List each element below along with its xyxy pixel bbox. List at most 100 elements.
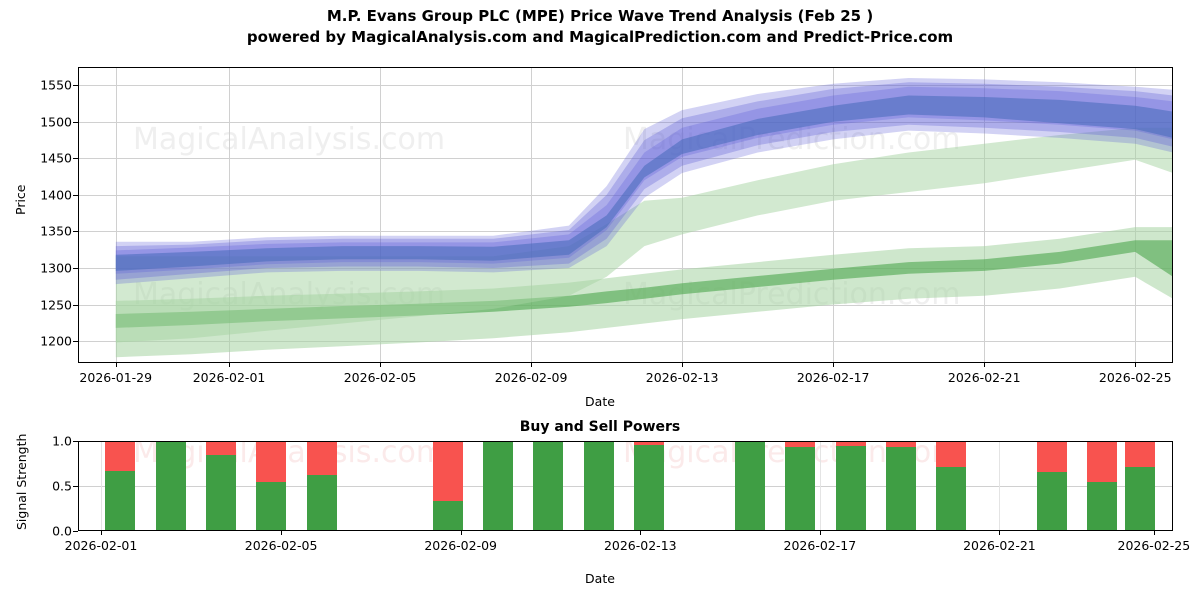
gridline-vertical <box>229 67 231 363</box>
upper-plot-frame <box>78 67 1173 363</box>
y-axis-tick-label: 1.0 <box>52 433 72 449</box>
y-axis-tick <box>73 341 78 343</box>
signal-bar[interactable] <box>306 441 337 531</box>
x-axis-tick <box>682 363 684 367</box>
buy-power-segment <box>785 447 816 531</box>
upper-y-axis-label: Price <box>13 184 28 216</box>
x-axis-tick-label: 2026-02-21 <box>963 538 1036 553</box>
sell-power-segment <box>432 441 463 502</box>
x-axis-tick-label: 2026-02-05 <box>244 538 318 553</box>
buy-power-segment <box>936 467 967 531</box>
signal-bar[interactable] <box>155 441 186 531</box>
sell-power-segment <box>1087 441 1118 482</box>
sell-power-segment <box>835 441 866 446</box>
x-axis-tick <box>531 363 533 367</box>
y-axis-tick-label: 0.0 <box>52 523 72 539</box>
signal-bar[interactable] <box>785 441 816 531</box>
x-axis-tick-label: 2026-02-09 <box>494 370 568 385</box>
gridline-vertical <box>819 441 821 531</box>
signal-bar[interactable] <box>205 441 236 531</box>
x-axis-tick-label: 2026-01-29 <box>79 370 153 385</box>
x-axis-tick-label: 2026-02-01 <box>64 538 138 553</box>
x-axis-tick-label: 2026-02-13 <box>603 538 677 553</box>
signal-bar[interactable] <box>533 441 564 531</box>
y-axis-tick-label: 1500 <box>40 114 72 130</box>
gridline-horizontal <box>78 121 1173 123</box>
buy-power-segment <box>205 455 236 531</box>
x-axis-tick <box>229 363 231 367</box>
gridline-vertical <box>999 441 1001 531</box>
price-band-layer <box>115 78 1173 358</box>
y-axis-tick-label: 1250 <box>40 297 72 313</box>
sell-power-segment <box>634 441 665 445</box>
y-axis-tick <box>73 441 78 442</box>
y-axis-tick-label: 1200 <box>40 333 72 349</box>
x-axis-tick-label: 2026-02-17 <box>783 538 857 553</box>
x-axis-tick-label: 2026-02-05 <box>343 370 417 385</box>
x-axis-tick <box>100 531 102 535</box>
buy-sell-plot-area: MagicalAnalysis.com MagicalPrediction.co… <box>78 441 1173 531</box>
signal-bar[interactable] <box>634 441 665 531</box>
x-axis-tick <box>819 531 821 535</box>
page-subtitle: powered by MagicalAnalysis.com and Magic… <box>246 28 954 46</box>
sell-power-segment <box>785 441 816 448</box>
signal-bar[interactable] <box>734 441 765 531</box>
buy-power-segment <box>1125 467 1156 531</box>
x-axis-tick-label: 2026-02-09 <box>424 538 498 553</box>
signal-bar[interactable] <box>1037 441 1067 531</box>
y-axis-tick <box>73 85 78 87</box>
sell-power-segment <box>936 441 967 468</box>
signal-bar[interactable] <box>256 441 287 531</box>
y-axis-tick-label: 1450 <box>40 150 72 166</box>
buy-power-segment <box>482 441 513 531</box>
buy-power-segment <box>1037 471 1067 531</box>
signal-bar[interactable] <box>1125 441 1156 531</box>
lower-x-axis-label: Date <box>585 571 615 586</box>
y-axis-tick-label: 1550 <box>40 77 72 93</box>
upper-x-axis-label: Date <box>585 394 615 409</box>
x-axis-tick <box>1153 531 1155 535</box>
buy-power-segment <box>256 481 287 531</box>
signal-bar[interactable] <box>105 441 136 531</box>
buy-power-segment <box>432 501 463 531</box>
lower-plot-frame <box>78 441 1173 531</box>
y-axis-tick <box>73 121 78 123</box>
gridline-vertical <box>1135 67 1137 363</box>
lower-chart-title: Buy and Sell Powers <box>519 419 681 435</box>
price-band <box>115 127 1173 343</box>
page-title: M.P. Evans Group PLC (MPE) Price Wave Tr… <box>326 7 874 25</box>
sell-power-segment <box>256 441 287 482</box>
price-band <box>115 86 1173 274</box>
gridline-vertical <box>115 67 117 363</box>
lower-y-axis-label: Signal Strength <box>14 433 29 530</box>
sell-power-segment <box>1037 441 1067 472</box>
gridline-vertical <box>984 67 986 363</box>
gridline-horizontal <box>78 486 1173 487</box>
signal-bar[interactable] <box>432 441 463 531</box>
y-axis-tick <box>73 194 78 196</box>
signal-bar[interactable] <box>1087 441 1118 531</box>
x-axis-tick <box>999 531 1001 535</box>
buy-power-segment <box>533 441 564 531</box>
x-axis-tick-label: 2026-02-25 <box>1117 538 1191 553</box>
y-axis-tick <box>73 531 78 532</box>
buy-power-segment <box>885 447 916 531</box>
x-axis-tick-label: 2026-02-13 <box>645 370 719 385</box>
y-axis-tick <box>73 486 78 487</box>
signal-bar[interactable] <box>583 441 614 531</box>
signal-bar[interactable] <box>885 441 916 531</box>
buy-power-segment <box>583 441 614 531</box>
signal-bar[interactable] <box>835 441 866 531</box>
signal-bar[interactable] <box>482 441 513 531</box>
gridline-horizontal <box>78 158 1173 160</box>
gridline-horizontal <box>78 85 1173 87</box>
gridline-vertical <box>833 67 835 363</box>
sell-power-segment <box>306 441 337 476</box>
signal-bar[interactable] <box>936 441 967 531</box>
gridline-horizontal <box>78 341 1173 343</box>
sell-power-segment <box>885 441 916 448</box>
x-axis-tick <box>460 531 462 535</box>
sell-power-segment <box>1125 441 1156 468</box>
y-axis-tick-label: 0.5 <box>52 478 72 494</box>
